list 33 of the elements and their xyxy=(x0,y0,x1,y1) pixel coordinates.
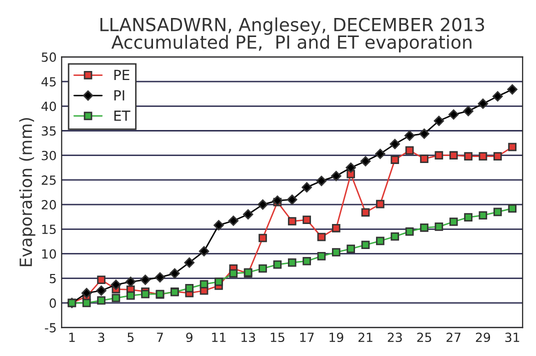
legend-label: PI xyxy=(114,90,124,100)
chart-title: LLANSADWRN, Anglesey, DECEMBER 2013 Accumulated PE, PI and ET evaporation xyxy=(100,17,484,52)
x-tick-label: 3 xyxy=(98,332,104,342)
x-tick-label: 19 xyxy=(330,332,344,342)
legend-label: ET xyxy=(114,110,130,121)
legend-label: PE xyxy=(114,70,130,80)
y-tick-label: 20 xyxy=(42,200,56,210)
y-tick-label: -5 xyxy=(44,323,56,332)
x-tick-label: 11 xyxy=(212,332,226,342)
x-tick-label: 1 xyxy=(69,332,75,342)
x-tick-label: 5 xyxy=(128,332,134,342)
x-tick-label: 29 xyxy=(476,332,490,342)
y-tick-label: 40 xyxy=(41,102,56,112)
x-tick-label: 31 xyxy=(505,332,520,342)
y-tick-label: 15 xyxy=(42,224,56,234)
y-tick-label: 30 xyxy=(42,150,56,160)
y-tick-label: 45 xyxy=(41,77,56,86)
x-tick-label: 21 xyxy=(358,332,372,342)
y-tick-label: 5 xyxy=(50,274,56,284)
x-tick-label: 23 xyxy=(388,332,402,342)
y-axis-title: Evaporation (mm) xyxy=(19,118,36,266)
y-tick-label: 10 xyxy=(42,249,56,259)
x-tick-label: 25 xyxy=(417,332,432,342)
x-tick-label: 17 xyxy=(300,332,314,342)
x-tick-label: 7 xyxy=(157,332,163,342)
x-tick-label: 13 xyxy=(242,332,256,342)
x-tick-label: 27 xyxy=(446,332,460,342)
y-tick-label: 35 xyxy=(42,126,56,136)
x-tick-label: 9 xyxy=(186,332,192,342)
y-tick-label: 50 xyxy=(42,52,56,62)
y-tick-label: 0 xyxy=(50,298,56,308)
x-tick-label: 15 xyxy=(270,332,284,342)
y-tick-label: 25 xyxy=(42,175,56,185)
